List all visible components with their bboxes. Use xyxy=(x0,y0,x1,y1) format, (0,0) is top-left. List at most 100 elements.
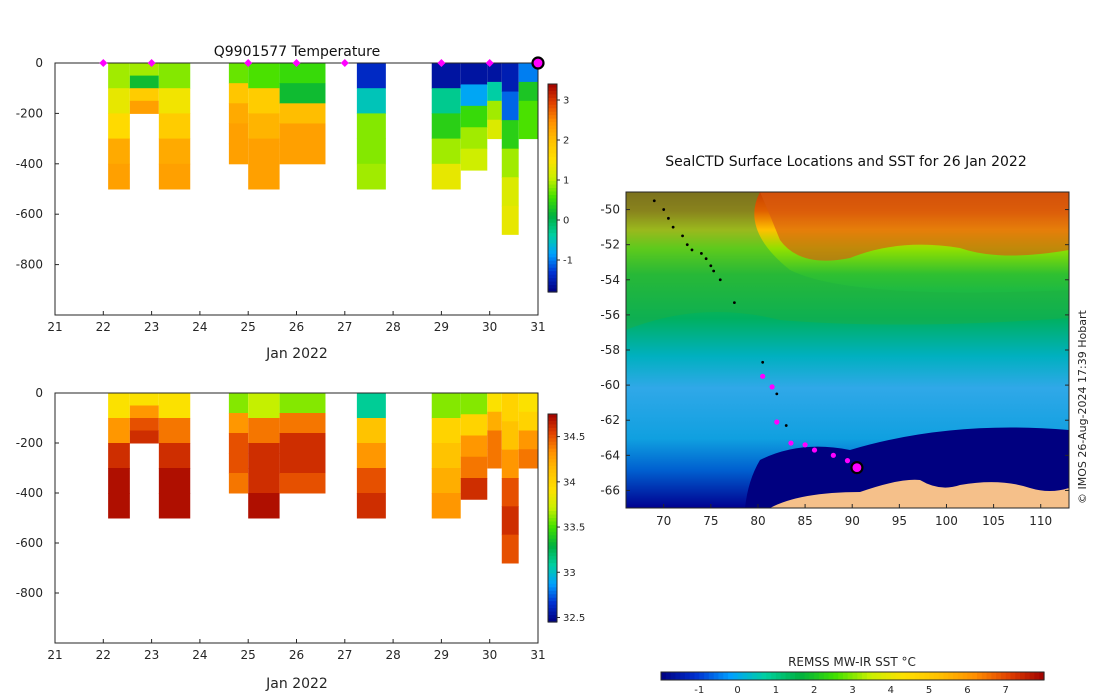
colorbar-swatch xyxy=(548,618,557,623)
colorbar-swatch xyxy=(548,597,557,602)
profile-cell xyxy=(501,148,519,178)
surface-marker xyxy=(292,59,301,67)
x-tick-label: 28 xyxy=(385,648,400,662)
profile-cell xyxy=(129,63,159,77)
track-point-past xyxy=(700,252,703,255)
colorbar-swatch xyxy=(548,233,557,238)
map-colorbar-swatch xyxy=(771,672,777,680)
colorbar-swatch xyxy=(548,205,557,210)
map-y-tick-label: -56 xyxy=(600,308,620,322)
map-colorbar-swatch xyxy=(723,672,729,680)
colorbar-swatch xyxy=(548,549,557,554)
map-colorbar-tick-label: -1 xyxy=(694,685,704,696)
colorbar-swatch xyxy=(548,84,557,89)
colorbar-swatch xyxy=(548,229,557,234)
colorbar-swatch xyxy=(548,507,557,512)
profile-cell xyxy=(108,418,130,444)
map-x-tick-label: 80 xyxy=(750,514,765,528)
colorbar-swatch xyxy=(548,427,557,432)
map-y-tick-label: -62 xyxy=(600,413,620,427)
map-colorbar-swatch xyxy=(890,672,897,680)
surface-marker xyxy=(244,59,253,67)
colorbar-swatch xyxy=(548,559,557,564)
profile-cell xyxy=(248,443,280,469)
map-y-tick-label: -50 xyxy=(600,203,620,217)
y-tick-label: -600 xyxy=(16,536,43,550)
map-colorbar-frame xyxy=(660,671,1045,681)
colorbar-swatch xyxy=(548,125,557,130)
map-colorbar-swatch xyxy=(881,672,887,680)
track-point-past xyxy=(761,360,765,364)
colorbar-swatch xyxy=(548,219,557,224)
profile-cell xyxy=(158,418,191,444)
colorbar-swatch xyxy=(548,542,557,547)
y-tick-label: -600 xyxy=(16,207,43,221)
sst-map-panel: SealCTD Surface Locations and SST for 26… xyxy=(600,154,1089,696)
colorbar-swatch xyxy=(548,608,557,613)
colorbar-swatch xyxy=(548,253,557,258)
colorbar-swatch xyxy=(548,156,557,161)
y-tick-label: 0 xyxy=(35,56,43,70)
profile-cell xyxy=(501,120,519,150)
temperature-title: Q9901577 Temperature xyxy=(214,44,381,60)
x-tick-label: 31 xyxy=(530,320,545,334)
map-colorbar-swatch xyxy=(857,672,863,680)
colorbar-swatch xyxy=(548,108,557,113)
profile-cell xyxy=(460,84,488,107)
colorbar-swatch xyxy=(548,170,557,175)
salinity-ticks: 21 22 23 24 25 26 27 28 29 30 31 0 -200 -400 -600 -800 xyxy=(16,386,546,662)
profile-cell xyxy=(460,148,488,171)
temperature-profiles xyxy=(108,63,538,235)
colorbar-swatch xyxy=(548,424,557,429)
map-title: SealCTD Surface Locations and SST for 26… xyxy=(665,154,1026,170)
map-credit: © IMOS 26-Aug-2024 17:39 Hobart xyxy=(1076,310,1089,504)
map-colorbar-swatch xyxy=(790,672,796,680)
colorbar-tick-label: 33 xyxy=(563,568,576,579)
map-x-tick-label: 105 xyxy=(982,514,1005,528)
x-tick-label: 30 xyxy=(482,648,497,662)
track-point-past xyxy=(671,225,675,229)
profile-cell xyxy=(129,418,159,431)
x-tick-label: 26 xyxy=(289,320,304,334)
colorbar-swatch xyxy=(548,604,557,609)
y-tick-label: -800 xyxy=(16,586,43,600)
map-colorbar-swatch xyxy=(1015,672,1021,680)
map-colorbar-swatch xyxy=(684,672,691,680)
x-tick-label: 25 xyxy=(241,648,256,662)
profile-cell xyxy=(487,430,502,450)
colorbar-swatch xyxy=(548,590,557,595)
colorbar-swatch xyxy=(548,587,557,592)
profile-cell xyxy=(228,473,249,494)
colorbar-swatch xyxy=(548,174,557,179)
colorbar-swatch xyxy=(548,274,557,279)
profile-cell xyxy=(356,88,386,114)
colorbar-swatch xyxy=(548,538,557,543)
profile-cell xyxy=(356,163,386,190)
colorbar-swatch xyxy=(548,267,557,272)
colorbar-swatch xyxy=(548,528,557,533)
colorbar-swatch xyxy=(548,215,557,220)
map-colorbar-swatch xyxy=(1005,672,1012,680)
map-colorbar-swatch xyxy=(886,672,892,680)
map-colorbar-swatch xyxy=(847,672,854,680)
colorbar-swatch xyxy=(548,222,557,227)
map-colorbar-swatch xyxy=(838,672,844,680)
profile-cell xyxy=(228,143,249,165)
profile-cell xyxy=(158,138,191,165)
colorbar-swatch xyxy=(548,472,557,477)
map-colorbar-swatch xyxy=(732,672,739,680)
track-point-recent xyxy=(830,452,836,458)
colorbar-swatch xyxy=(548,246,557,251)
colorbar-swatch xyxy=(548,414,557,419)
colorbar-swatch xyxy=(548,483,557,488)
map-y-tick-label: -64 xyxy=(600,448,620,462)
profile-cell xyxy=(228,103,249,124)
colorbar-tick-label: 34.5 xyxy=(563,432,585,443)
colorbar-swatch xyxy=(548,226,557,231)
map-colorbar-tick-label: 3 xyxy=(849,685,855,696)
map-colorbar-swatch xyxy=(818,672,825,680)
map-x-tick-label: 75 xyxy=(703,514,718,528)
profile-cell xyxy=(158,88,191,114)
map-colorbar-swatch xyxy=(895,672,901,680)
colorbar-swatch xyxy=(548,420,557,425)
